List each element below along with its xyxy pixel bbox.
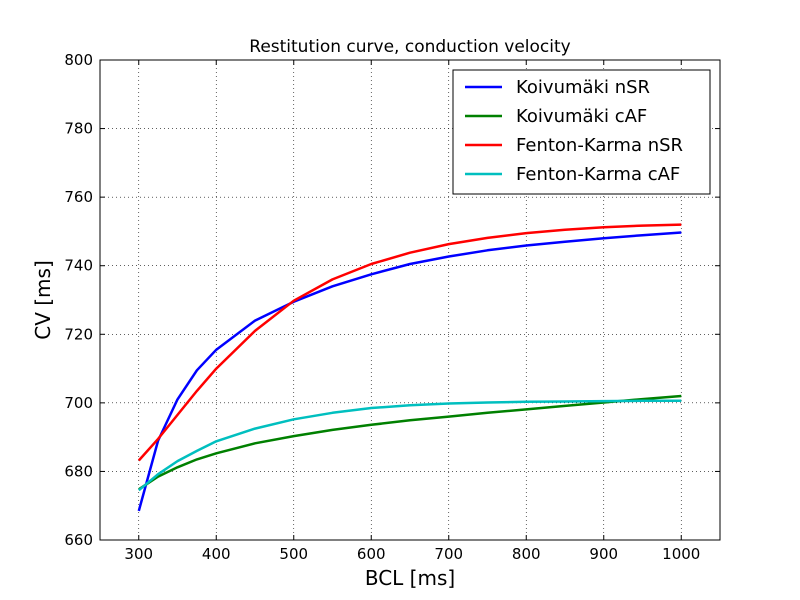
y-tick-label: 720 (64, 325, 93, 343)
x-tick-label: 700 (434, 545, 463, 563)
legend-label-1: Koivumäki cAF (516, 106, 647, 127)
legend-label-0: Koivumäki nSR (516, 77, 650, 98)
y-tick-label: 760 (64, 188, 93, 206)
y-axis-label: CV [ms] (31, 260, 55, 340)
y-tick-label: 660 (64, 531, 93, 549)
x-axis-label: BCL [ms] (365, 566, 455, 590)
legend-label-3: Fenton-Karma cAF (516, 164, 680, 185)
legend-label-2: Fenton-Karma nSR (516, 135, 683, 156)
series-line-3 (137, 399, 682, 492)
y-tick-label: 800 (64, 51, 93, 69)
legend: Koivumäki nSR Koivumäki cAF Fenton-Karma n… (452, 69, 711, 195)
y-tick-label: 680 (64, 462, 93, 480)
x-tick-label: 600 (357, 545, 386, 563)
x-tick-label: 300 (124, 545, 153, 563)
series-line-2 (137, 223, 682, 462)
series-lines (137, 223, 682, 512)
y-tick-label: 700 (64, 394, 93, 412)
chart-title: Restitution curve, conduction velocity (249, 37, 570, 57)
axis-ticks: 300 400 500 600 700 800 900 1000 660 680 700 720 740… (64, 51, 720, 563)
series-line-1 (138, 394, 682, 491)
x-tick-label: 400 (202, 545, 231, 563)
y-tick-label: 740 (64, 257, 93, 275)
x-tick-label: 1000 (662, 545, 700, 563)
series-line-0 (137, 231, 682, 512)
plot-frame (99, 59, 721, 541)
y-tick-label: 780 (64, 120, 93, 138)
x-tick-label: 500 (279, 545, 308, 563)
x-tick-label: 800 (512, 545, 541, 563)
x-tick-label: 900 (589, 545, 618, 563)
